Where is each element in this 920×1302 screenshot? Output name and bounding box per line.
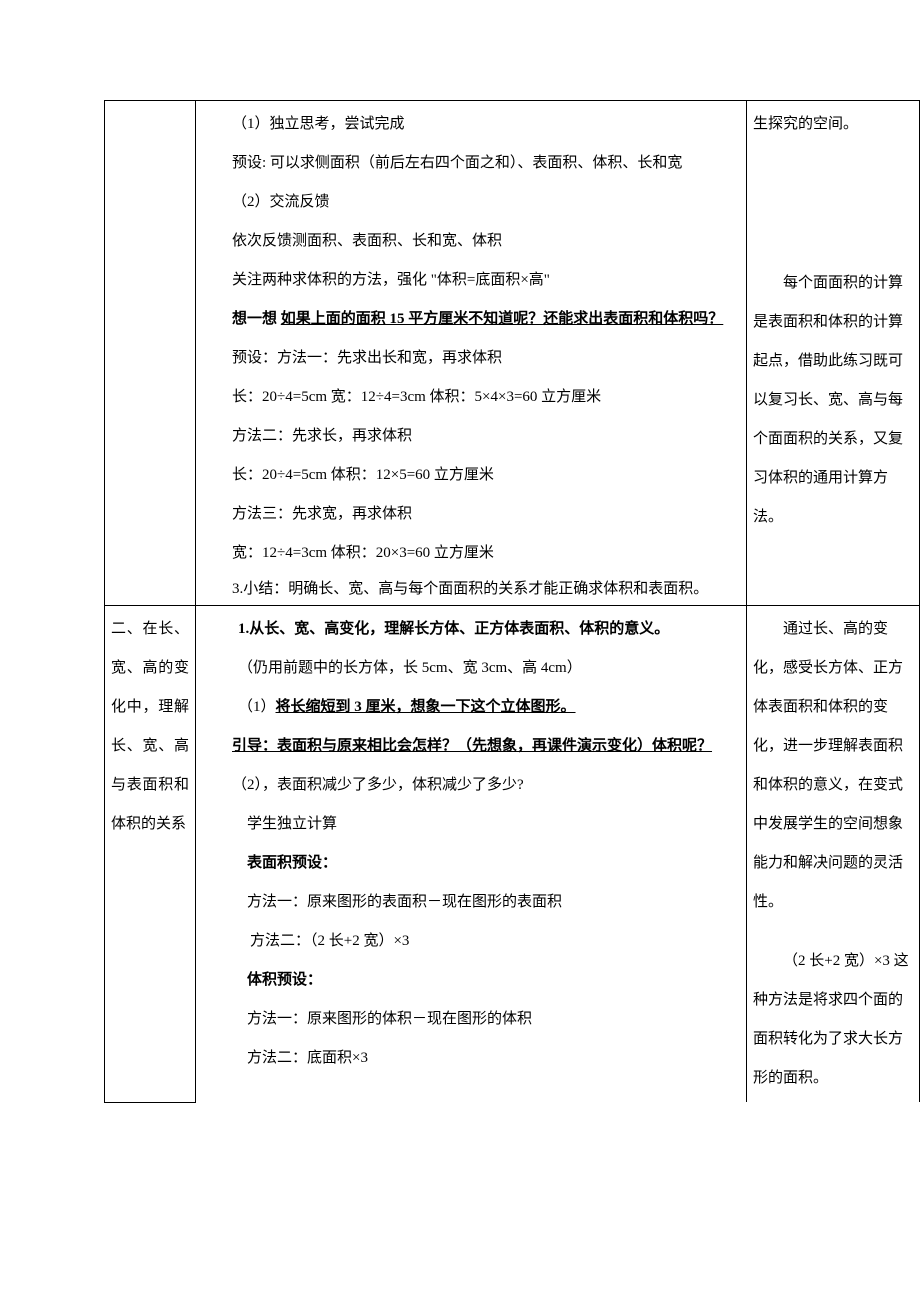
line: 长：20÷4=5cm 体积：12×5=60 立方厘米 [202, 456, 740, 495]
label-think: 想一想 [232, 311, 281, 327]
list-num: （1） [238, 699, 276, 715]
summary-line: 3.小结：明确长、宽、高与每个面面积的关系才能正确求体积和表面积。 [202, 577, 740, 601]
lesson-plan-table: （1）独立思考，尝试完成 预设: 可以求侧面积（前后左右四个面之和）、表面积、体… [104, 100, 920, 1103]
line: （1）独立思考，尝试完成 [202, 105, 740, 144]
line: 关注两种求体积的方法，强化 "体积=底面积×高" [202, 261, 740, 300]
line: 方法二：（2 长+2 宽）×3 [202, 922, 740, 961]
line: 宽：12÷4=3cm 体积：20×3=60 立方厘米 [202, 534, 740, 573]
line: 方法二：底面积×3 [202, 1039, 740, 1078]
spacer [753, 922, 913, 942]
col1-row1 [105, 101, 196, 606]
col3-row2: 通过长、高的变化，感受长方体、正方体表面积和体积的变化，进一步理解表面积和体积的… [747, 606, 920, 1103]
instruction-underline: 将长缩短到 3 厘米，想象一下这个立体图形。 [276, 699, 576, 715]
line: （1）将长缩短到 3 厘米，想象一下这个立体图形。 [202, 688, 740, 727]
line: （2），表面积减少了多少，体积减少了多少? [202, 766, 740, 805]
spacer [753, 144, 913, 264]
line: 想一想 如果上面的面积 15 平方厘米不知道呢？还能求出表面积和体积吗？ [202, 300, 740, 339]
line: （仍用前题中的长方体，长 5cm、宽 3cm、高 4cm） [202, 649, 740, 688]
line: 长：20÷4=5cm 宽：12÷4=3cm 体积：5×4×3=60 立方厘米 [202, 378, 740, 417]
line: 预设: 可以求侧面积（前后左右四个面之和）、表面积、体积、长和宽 [202, 144, 740, 183]
table-row: （1）独立思考，尝试完成 预设: 可以求侧面积（前后左右四个面之和）、表面积、体… [105, 101, 920, 606]
sub-heading: 表面积预设： [202, 844, 740, 883]
guide-line: 引导：表面积与原来相比会怎样？（先想象，再课件演示变化）体积呢？ [202, 727, 740, 766]
line: 方法一：原来图形的表面积－现在图形的表面积 [202, 883, 740, 922]
note-p1: 通过长、高的变化，感受长方体、正方体表面积和体积的变化，进一步理解表面积和体积的… [753, 610, 913, 922]
col2-row2: 1.从长、宽、高变化，理解长方体、正方体表面积、体积的意义。 （仍用前题中的长方… [196, 606, 747, 1103]
line: 依次反馈测面积、表面积、长和宽、体积 [202, 222, 740, 261]
col1-row2: 二、在长、宽、高的变化中，理解长、宽、高与表面积和体积的关系 [105, 606, 196, 1103]
line: 预设：方法一：先求出长和宽，再求体积 [202, 339, 740, 378]
question-underline: 如果上面的面积 15 平方厘米不知道呢？还能求出表面积和体积吗？ [281, 311, 724, 327]
line: 方法一：原来图形的体积－现在图形的体积 [202, 1000, 740, 1039]
table-row: 二、在长、宽、高的变化中，理解长、宽、高与表面积和体积的关系 1.从长、宽、高变… [105, 606, 920, 1103]
sub-heading: 体积预设： [202, 961, 740, 1000]
note-p2: （2 长+2 宽）×3 这种方法是将求四个面的面积转化为了求大长方形的面积。 [753, 942, 913, 1098]
col2-row1: （1）独立思考，尝试完成 预设: 可以求侧面积（前后左右四个面之和）、表面积、体… [196, 101, 747, 606]
line: （2）交流反馈 [202, 183, 740, 222]
line: 学生独立计算 [202, 805, 740, 844]
col3-row1: 生探究的空间。 每个面面积的计算是表面积和体积的计算起点，借助此练习既可以复习长… [747, 101, 920, 606]
note-p1: 生探究的空间。 [753, 105, 913, 144]
line: 方法二：先求长，再求体积 [202, 417, 740, 456]
note-p2: 每个面面积的计算是表面积和体积的计算起点，借助此练习既可以复习长、宽、高与每个面… [753, 264, 913, 537]
heading: 1.从长、宽、高变化，理解长方体、正方体表面积、体积的意义。 [202, 610, 740, 649]
line: 方法三：先求宽，再求体积 [202, 495, 740, 534]
